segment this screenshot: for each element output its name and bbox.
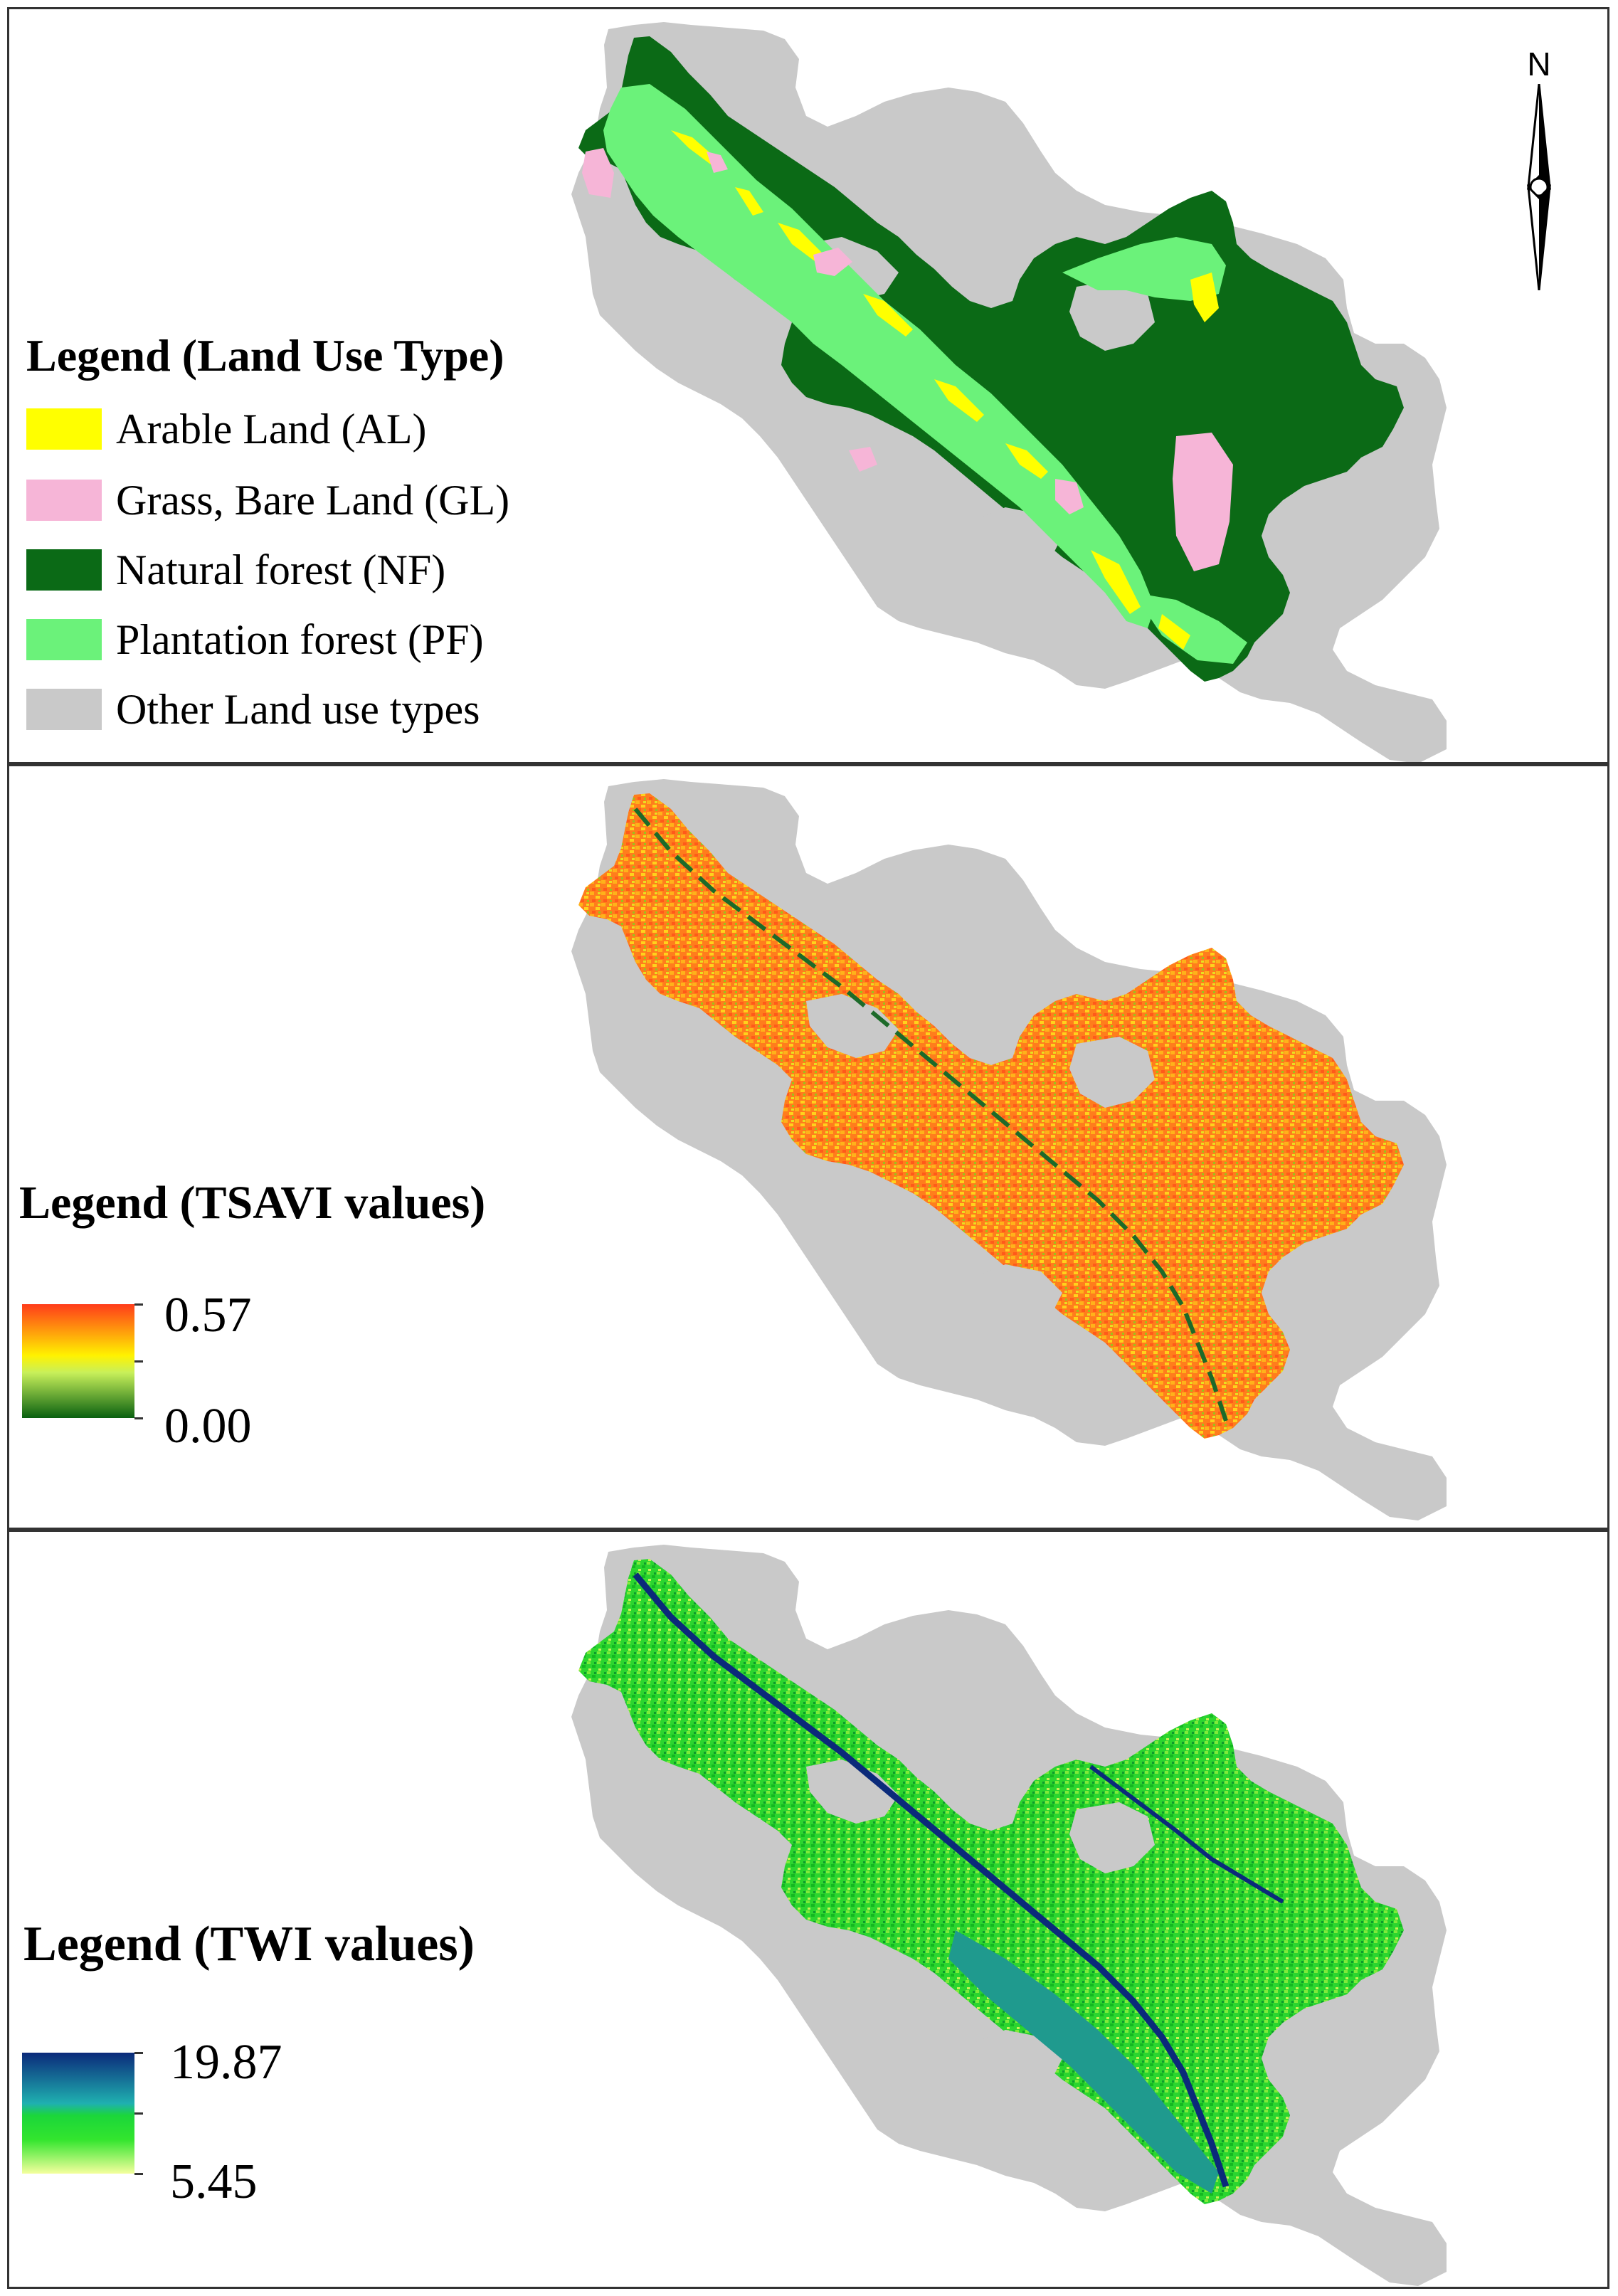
other-land-swatch xyxy=(26,689,102,730)
ramp-tick xyxy=(134,2112,143,2115)
twi-color-ramp xyxy=(22,2053,134,2174)
ramp-tick xyxy=(134,1417,143,1419)
ramp-tick xyxy=(134,1360,143,1363)
north-arrow-icon xyxy=(1527,84,1551,290)
legend-item-arable-land: Arable Land (AL) xyxy=(26,406,426,453)
legend-item-plantation-forest: Plantation forest (PF) xyxy=(26,616,484,663)
tsavi-legend-title: Legend (TSAVI values) xyxy=(19,1177,486,1229)
natural-forest-swatch xyxy=(26,549,102,591)
ramp-tick xyxy=(134,2173,143,2175)
legend-item-natural-forest: Natural forest (NF) xyxy=(26,546,445,593)
plantation-forest-area xyxy=(1062,237,1226,301)
legend-label: Plantation forest (PF) xyxy=(116,615,484,663)
legend-item-other-land: Other Land use types xyxy=(26,685,480,733)
grass-bare-land-areas xyxy=(582,148,1233,571)
twi-max-label: 19.87 xyxy=(170,2035,282,2090)
tsavi-max-label: 0.57 xyxy=(164,1288,252,1343)
legend-item-grass-bare-land: Grass, Bare Land (GL) xyxy=(26,476,510,524)
twi-min-label: 5.45 xyxy=(170,2154,258,2209)
plantation-forest-area xyxy=(1133,593,1247,664)
ramp-tick xyxy=(134,2052,143,2054)
land-use-legend-title: Legend (Land Use Type) xyxy=(26,330,504,381)
north-arrow: N xyxy=(1514,45,1564,290)
legend-label: Natural forest (NF) xyxy=(116,546,446,593)
high-twi-valley-band xyxy=(948,1930,1219,2194)
north-label: N xyxy=(1527,46,1551,83)
tsavi-color-ramp xyxy=(22,1304,134,1418)
ramp-tick xyxy=(134,1303,143,1306)
twi-map-panel: Legend (TWI values) 19.87 5.45 xyxy=(7,1530,1609,2289)
legend-label: Grass, Bare Land (GL) xyxy=(116,476,510,524)
legend-label: Other Land use types xyxy=(116,685,480,733)
plantation-forest-area xyxy=(603,84,1155,628)
land-use-map-panel: N Legend (Land Use Type) Arable Land (AL… xyxy=(7,7,1609,764)
arable-land-swatch xyxy=(26,408,102,450)
grass-bare-land-swatch xyxy=(26,480,102,521)
twi-legend-title: Legend (TWI values) xyxy=(23,1917,475,1972)
twi-map xyxy=(571,1545,1447,2286)
tsavi-min-label: 0.00 xyxy=(164,1399,252,1454)
legend-label: Arable Land (AL) xyxy=(116,405,427,453)
tsavi-map-panel: Legend (TSAVI values) 0.57 0.00 xyxy=(7,764,1609,1530)
land-use-map xyxy=(571,22,1447,762)
high-twi-stream xyxy=(1089,1765,1284,1904)
plantation-forest-swatch xyxy=(26,619,102,660)
